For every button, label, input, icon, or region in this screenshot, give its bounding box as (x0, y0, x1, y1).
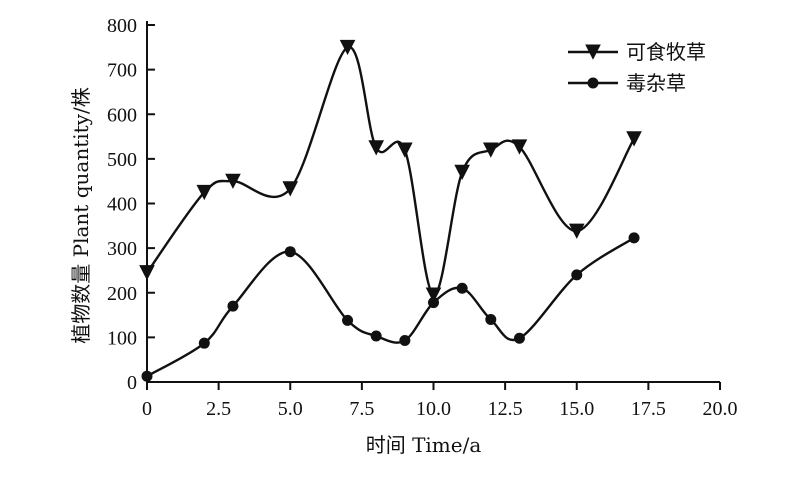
x-tick-label: 12.5 (488, 398, 523, 420)
data-point-triangle (368, 140, 385, 156)
data-point-circle (399, 334, 411, 346)
legend-item: 毒杂草 (568, 71, 686, 95)
data-point-circle (141, 370, 153, 382)
data-point-circle (198, 337, 210, 349)
data-point-triangle (196, 184, 213, 201)
y-axis-title: 植物数量 Plant quantity/株 (69, 87, 93, 343)
x-tick-label: 20.0 (703, 398, 738, 420)
y-tick-label: 500 (107, 149, 137, 171)
y-tick-label: 300 (107, 238, 137, 260)
data-point-circle (485, 314, 497, 326)
data-point-triangle (568, 223, 585, 239)
data-point-triangle (511, 139, 528, 155)
data-point-circle (456, 282, 468, 294)
data-point-circle (587, 77, 599, 89)
x-tick-label: 10.0 (416, 398, 451, 420)
data-point-circle (370, 330, 382, 342)
legend-item: 可食牧草 (568, 40, 706, 64)
data-point-triangle (482, 142, 499, 158)
data-point-triangle (585, 44, 601, 60)
data-point-triangle (397, 142, 413, 158)
data-point-triangle (626, 131, 642, 147)
series-line (146, 46, 636, 297)
x-axis-title: 时间 Time/a (366, 433, 482, 457)
data-point-circle (628, 232, 640, 244)
y-tick-label: 600 (107, 104, 137, 126)
x-tick-label: 5.0 (278, 398, 303, 420)
data-point-triangle (425, 287, 442, 303)
data-point-circle (342, 314, 354, 326)
legend-label: 毒杂草 (626, 71, 686, 95)
data-point-triangle (225, 173, 241, 189)
x-tick-label: 2.5 (206, 398, 231, 420)
data-point-circle (227, 300, 239, 312)
legend-label: 可食牧草 (626, 40, 706, 64)
x-tick-label: 0 (142, 398, 152, 420)
series-poisonous-weeds (141, 232, 640, 382)
data-point-circle (428, 297, 439, 309)
y-tick-label: 700 (107, 60, 137, 82)
data-point-circle (513, 332, 525, 344)
data-point-triangle (454, 164, 470, 181)
y-tick-label: 0 (127, 372, 137, 394)
x-tick-label: 7.5 (349, 398, 374, 420)
series (139, 39, 642, 382)
data-point-circle (284, 246, 296, 258)
data-point-triangle (339, 39, 356, 56)
x-tick-label: 17.5 (631, 398, 666, 420)
ticks: 0 2.5 5.0 7.5 10.0 12.5 15.0 17.5 20.0 0 100 200 300… (107, 15, 738, 420)
y-tick-label: 100 (107, 327, 137, 349)
series-line (146, 236, 635, 378)
x-tick-label: 15.0 (559, 398, 594, 420)
y-tick-label: 400 (107, 194, 137, 216)
data-point-circle (571, 269, 583, 281)
series-edible-forage (139, 39, 642, 303)
data-point-triangle (282, 181, 299, 197)
y-tick-label: 800 (107, 15, 137, 37)
y-tick-label: 200 (107, 283, 137, 305)
data-point-triangle (139, 265, 155, 281)
